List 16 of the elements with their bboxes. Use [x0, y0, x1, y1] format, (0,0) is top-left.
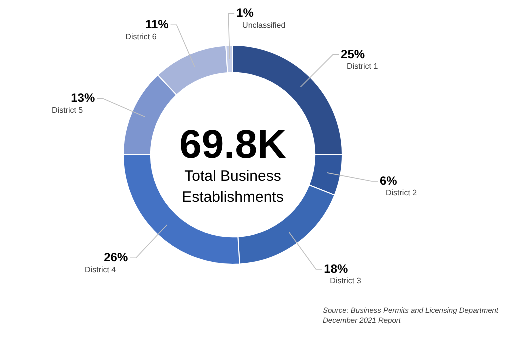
slice-label: District 2	[386, 188, 418, 198]
data-label: 13%	[71, 91, 96, 106]
data-label: 25%	[341, 47, 366, 62]
data-label: 11%	[145, 17, 170, 32]
text: Total Business Establishments	[182, 168, 284, 206]
slice-label: District 4	[85, 265, 117, 274]
slice-label: District 3	[330, 276, 362, 286]
data-label: 26%	[104, 250, 128, 264]
slice-label: District 1	[347, 62, 379, 72]
data-label: 18%	[324, 262, 349, 276]
data-label: 6%	[380, 174, 398, 188]
text: 69.8K	[180, 123, 286, 168]
slice-label: Unclassified	[242, 20, 286, 30]
data-label: 1%	[236, 6, 254, 20]
slice-label: District 6	[126, 32, 158, 42]
slice-label: District 5	[52, 106, 84, 116]
